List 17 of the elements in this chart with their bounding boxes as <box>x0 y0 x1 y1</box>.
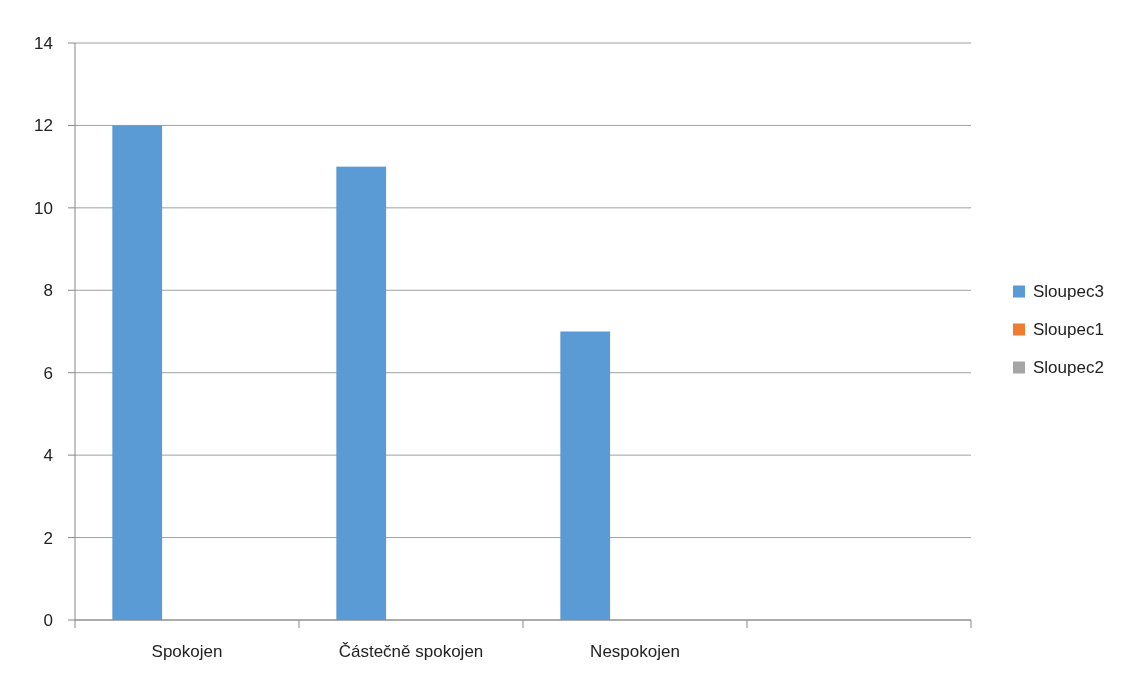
x-tick-label: Spokojen <box>151 642 223 661</box>
legend-label: Sloupec2 <box>1033 358 1104 378</box>
legend-label: Sloupec1 <box>1033 320 1104 340</box>
y-tick-label: 12 <box>34 116 53 136</box>
y-tick-label: 6 <box>43 363 53 383</box>
bar <box>112 125 163 620</box>
y-tick-label: 10 <box>34 198 53 218</box>
y-tick-label: 4 <box>43 446 53 466</box>
bar <box>560 331 611 620</box>
x-tick-label: Částečně spokojen <box>338 642 484 661</box>
y-tick-label: 8 <box>43 281 53 301</box>
y-tick-label: 14 <box>34 33 53 53</box>
legend-label: Sloupec3 <box>1033 282 1104 302</box>
x-tick-label: Nespokojen <box>590 642 680 661</box>
y-tick-label: 0 <box>43 610 53 630</box>
bar <box>336 166 387 620</box>
y-tick-label: 2 <box>43 528 53 548</box>
